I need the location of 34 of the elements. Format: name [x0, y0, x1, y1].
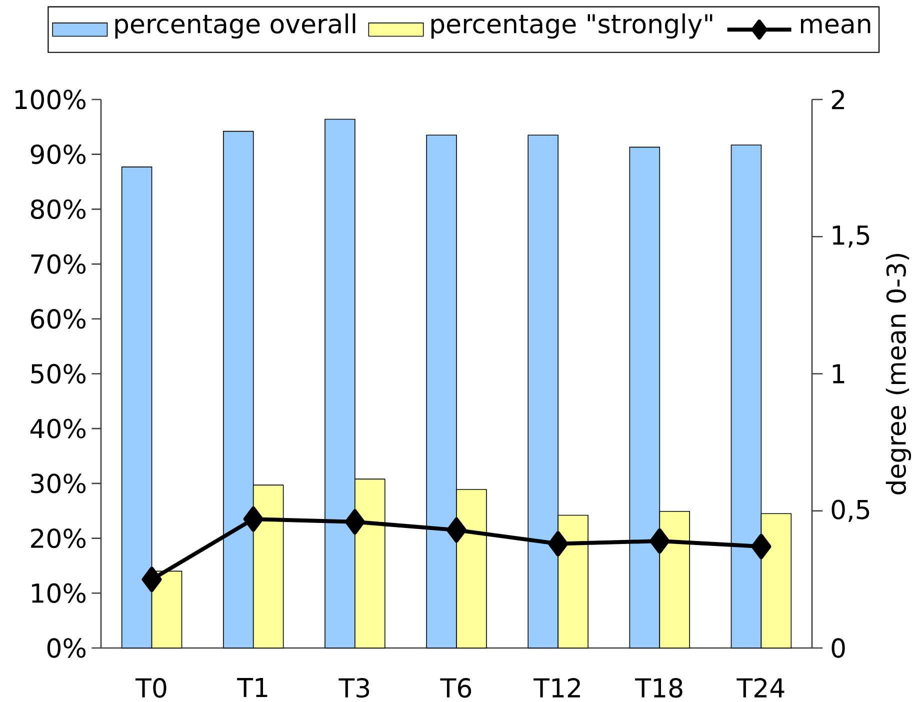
y2-axis-title: degree (mean 0-3) [886, 254, 912, 494]
y-tick-label: 30% [31, 474, 86, 494]
x-tick-label: T0 [135, 678, 166, 698]
y-tick-label: 90% [30, 144, 86, 164]
x-tick-label: T1 [237, 678, 268, 697]
legend-label: mean [800, 18, 870, 34]
y-tick-label: 100% [15, 90, 86, 110]
point [446, 517, 466, 543]
legend-label: percentage "strongly" [431, 13, 712, 39]
y-tick-label: 80% [30, 199, 86, 220]
point [650, 528, 670, 554]
y-tick-label: 50% [31, 364, 86, 384]
point [142, 566, 162, 592]
y-tick-label: 0% [47, 638, 86, 658]
x-tick-label: T6 [440, 678, 472, 698]
x-tick-label: T24 [736, 678, 784, 698]
point [548, 531, 568, 556]
y-tick-label: 40% [30, 418, 86, 438]
point [751, 534, 772, 560]
point [243, 506, 264, 532]
x-tick-label: T12 [534, 678, 580, 698]
legend-label: percentage overall [115, 13, 356, 39]
y-tick-label: 10% [32, 583, 86, 603]
y-tick-label: 70% [31, 254, 86, 274]
y2-tick-label: 0,5 [832, 500, 870, 522]
y-tick-label: 60% [30, 309, 86, 329]
y-tick-label: 20% [31, 528, 86, 548]
y2-tick-label: 1,5 [832, 226, 870, 248]
x-tick-label: T18 [635, 678, 682, 698]
y2-tick-label: 2 [832, 90, 844, 110]
point [344, 509, 365, 534]
y2-tick-label: 1 [832, 364, 844, 384]
x-tick-label: T3 [338, 678, 370, 698]
y2-tick-label: 0 [832, 638, 845, 658]
